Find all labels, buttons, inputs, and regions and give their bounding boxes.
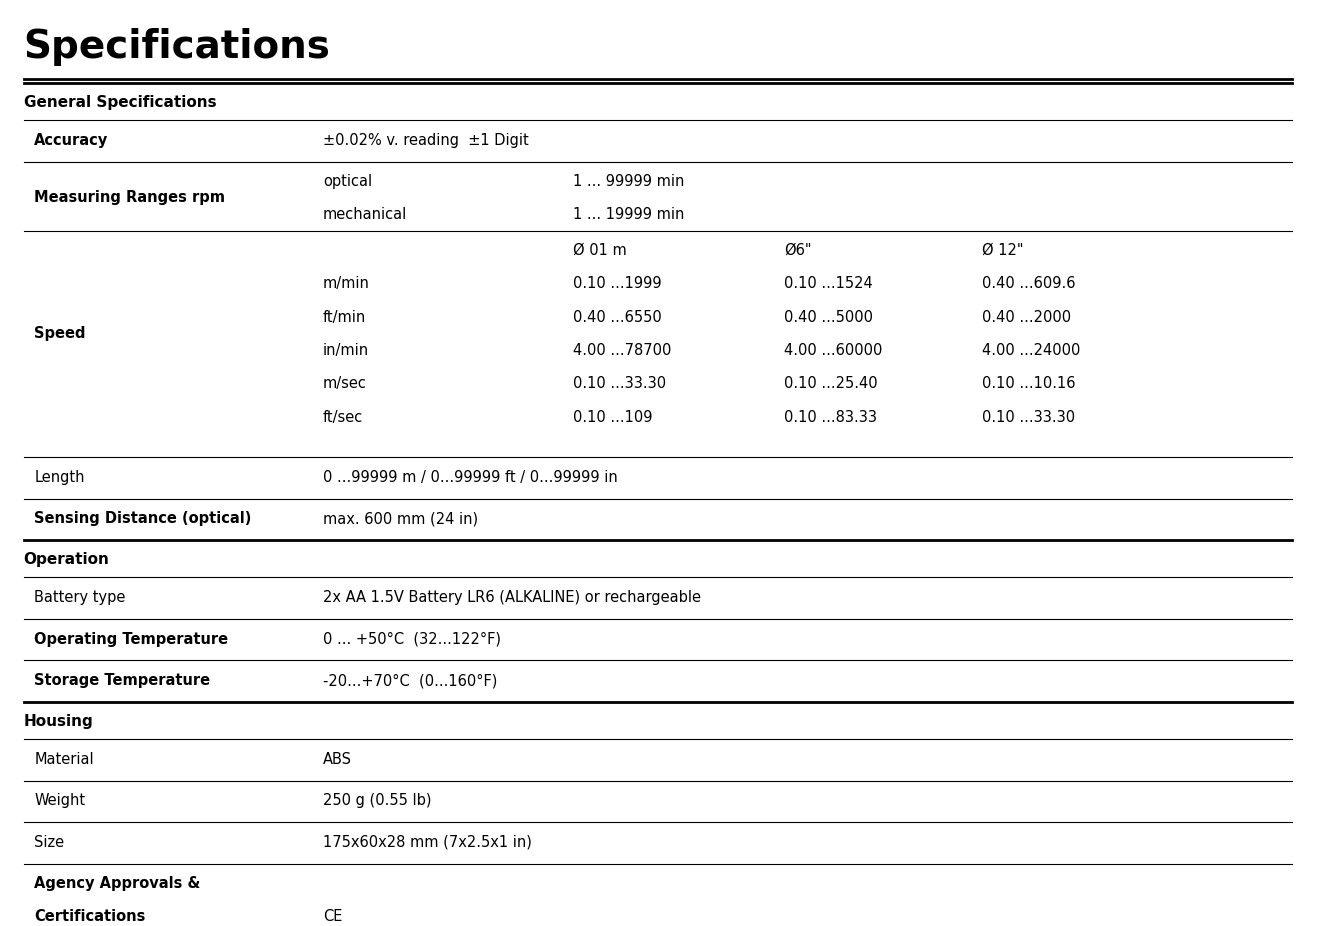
Text: Accuracy: Accuracy [34, 132, 108, 148]
Text: 1 ... 19999 min: 1 ... 19999 min [573, 207, 685, 222]
Text: max. 600 mm (24 in): max. 600 mm (24 in) [323, 511, 478, 527]
Text: ±0.02% v. reading  ±1 Digit: ±0.02% v. reading ±1 Digit [323, 132, 529, 148]
Text: 0.40 ...6550: 0.40 ...6550 [573, 309, 662, 325]
Text: 0.40 ...2000: 0.40 ...2000 [982, 309, 1072, 325]
Text: 2x AA 1.5V Battery LR6 (ALKALINE) or rechargeable: 2x AA 1.5V Battery LR6 (ALKALINE) or rec… [323, 590, 701, 605]
Text: Storage Temperature: Storage Temperature [34, 673, 211, 688]
Text: 4.00 ...24000: 4.00 ...24000 [982, 343, 1081, 358]
Text: 0.10 ...1524: 0.10 ...1524 [784, 276, 873, 292]
Text: 0.10 ...83.33: 0.10 ...83.33 [784, 409, 878, 425]
Text: 0.40 ...5000: 0.40 ...5000 [784, 309, 874, 325]
Text: 0 ...99999 m / 0...99999 ft / 0...99999 in: 0 ...99999 m / 0...99999 ft / 0...99999 … [323, 469, 618, 485]
Text: Ø 01 m: Ø 01 m [573, 243, 627, 258]
Text: Length: Length [34, 469, 84, 485]
Text: Specifications: Specifications [24, 28, 331, 66]
Text: m/min: m/min [323, 276, 370, 292]
Text: Operation: Operation [24, 552, 109, 567]
Text: 175x60x28 mm (7x2.5x1 in): 175x60x28 mm (7x2.5x1 in) [323, 835, 531, 850]
Text: 0.10 ...109: 0.10 ...109 [573, 409, 652, 425]
Text: Size: Size [34, 835, 65, 850]
Text: ft/sec: ft/sec [323, 409, 364, 425]
Text: Ø 12": Ø 12" [982, 243, 1023, 258]
Text: General Specifications: General Specifications [24, 95, 216, 110]
Text: in/min: in/min [323, 343, 369, 358]
Text: 0.10 ...10.16: 0.10 ...10.16 [982, 376, 1075, 392]
Text: Speed: Speed [34, 326, 86, 342]
Text: Weight: Weight [34, 794, 86, 808]
Text: 0.10 ...33.30: 0.10 ...33.30 [982, 409, 1075, 425]
Text: Agency Approvals &: Agency Approvals & [34, 876, 200, 891]
Text: Sensing Distance (optical): Sensing Distance (optical) [34, 511, 252, 527]
Text: m/sec: m/sec [323, 376, 366, 392]
Text: Housing: Housing [24, 714, 94, 729]
Text: 0 ... +50°C  (32...122°F): 0 ... +50°C (32...122°F) [323, 632, 501, 646]
Text: 0.10 ...33.30: 0.10 ...33.30 [573, 376, 667, 392]
Text: 0.40 ...609.6: 0.40 ...609.6 [982, 276, 1075, 292]
Text: 0.10 ...1999: 0.10 ...1999 [573, 276, 662, 292]
Text: Battery type: Battery type [34, 590, 125, 605]
Text: Measuring Ranges rpm: Measuring Ranges rpm [34, 191, 225, 206]
Text: mechanical: mechanical [323, 207, 407, 222]
Text: 250 g (0.55 lb): 250 g (0.55 lb) [323, 794, 431, 808]
Text: -20...+70°C  (0...160°F): -20...+70°C (0...160°F) [323, 673, 497, 688]
Text: Certifications: Certifications [34, 909, 146, 924]
Text: CE: CE [323, 909, 343, 924]
Text: ABS: ABS [323, 752, 352, 767]
Text: 1 ... 99999 min: 1 ... 99999 min [573, 174, 685, 189]
Text: Material: Material [34, 752, 94, 767]
Text: Operating Temperature: Operating Temperature [34, 632, 228, 646]
Text: optical: optical [323, 174, 372, 189]
Text: Ø6": Ø6" [784, 243, 812, 258]
Text: 4.00 ...60000: 4.00 ...60000 [784, 343, 883, 358]
Text: 0.10 ...25.40: 0.10 ...25.40 [784, 376, 878, 392]
Text: ft/min: ft/min [323, 309, 366, 325]
Text: 4.00 ...78700: 4.00 ...78700 [573, 343, 672, 358]
